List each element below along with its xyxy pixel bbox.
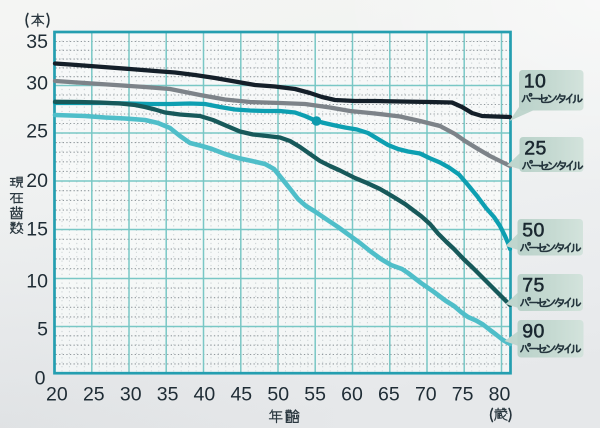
svg-text:25: 25	[83, 384, 105, 406]
svg-text:50: 50	[522, 220, 544, 242]
svg-text:75: 75	[452, 384, 474, 406]
svg-text:30: 30	[26, 73, 48, 95]
svg-text:20: 20	[46, 384, 68, 406]
svg-text:0: 0	[35, 367, 46, 389]
svg-text:15: 15	[26, 219, 48, 241]
svg-text:35: 35	[26, 31, 48, 53]
svg-text:80: 80	[489, 384, 511, 406]
svg-text:55: 55	[304, 384, 326, 406]
svg-text:90: 90	[522, 321, 544, 343]
svg-text:70: 70	[415, 384, 437, 406]
svg-text:75: 75	[522, 275, 544, 297]
svg-text:30: 30	[120, 384, 142, 406]
svg-text:25: 25	[524, 138, 546, 160]
svg-text:20: 20	[26, 170, 48, 192]
svg-text:60: 60	[341, 384, 363, 406]
svg-text:45: 45	[230, 384, 252, 406]
svg-text:10: 10	[524, 71, 546, 93]
svg-text:65: 65	[378, 384, 400, 406]
svg-text:5: 5	[37, 319, 48, 341]
svg-text:35: 35	[157, 384, 179, 406]
svg-text:50: 50	[267, 384, 289, 406]
svg-text:10: 10	[26, 271, 48, 293]
svg-text:25: 25	[26, 121, 48, 143]
svg-text:40: 40	[194, 384, 216, 406]
